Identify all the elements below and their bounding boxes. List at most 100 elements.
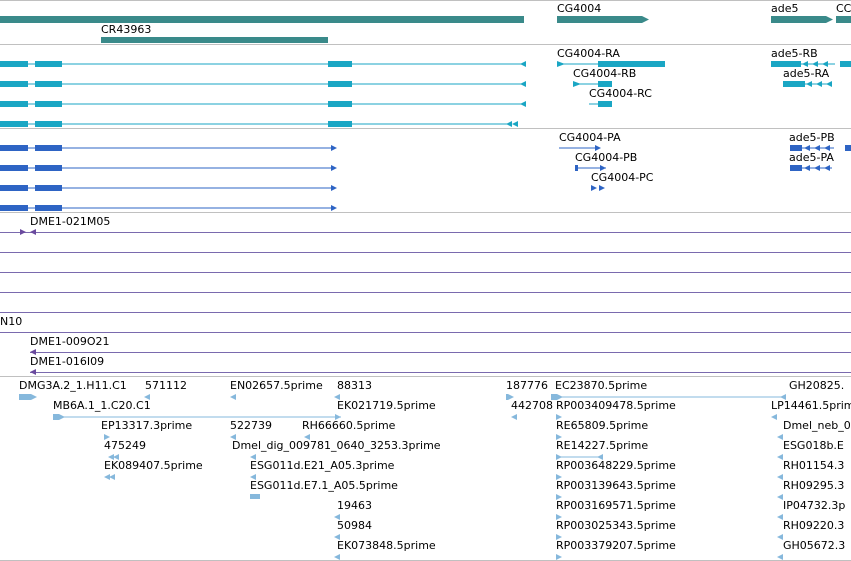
- gene-span-cg4004[interactable]: [557, 16, 649, 23]
- clone-label-016i09[interactable]: DME1-016I09: [30, 355, 105, 368]
- est-label[interactable]: RH66660.5prime: [302, 419, 396, 432]
- est-label[interactable]: 475249: [104, 439, 146, 452]
- clone-label-021m05[interactable]: DME1-021M05: [30, 215, 111, 228]
- est-label[interactable]: 522739: [230, 419, 272, 432]
- protein-label-cg4004-pa[interactable]: CG4004-PA: [559, 131, 621, 144]
- est-label[interactable]: 19463: [337, 499, 372, 512]
- est-glyph[interactable]: [556, 434, 562, 440]
- est-glyph[interactable]: [334, 554, 340, 560]
- est-label[interactable]: ESG011d.E21_A05.3prime: [250, 459, 395, 472]
- est-label[interactable]: EK073848.5prime: [337, 539, 436, 552]
- transcript-label-ade5-ra[interactable]: ade5-RA: [783, 67, 830, 80]
- est-label[interactable]: RH09220.3: [783, 519, 845, 532]
- protein-label-ade5-pa[interactable]: ade5-PA: [789, 151, 834, 164]
- transcript-label-ade5-rb[interactable]: ade5-RB: [771, 47, 818, 60]
- cds-cg4004-pa[interactable]: [559, 145, 601, 151]
- est-label[interactable]: LP14461.5prime: [771, 399, 851, 412]
- est-glyph[interactable]: [777, 454, 783, 460]
- cds-cg4004-pc[interactable]: [591, 185, 605, 191]
- transcript-row[interactable]: [0, 101, 526, 107]
- est-label[interactable]: 571112: [145, 379, 187, 392]
- est-glyph[interactable]: [511, 414, 517, 420]
- est-label[interactable]: ESG018b.E: [783, 439, 844, 452]
- est-label[interactable]: RP003139643.5prime: [556, 479, 676, 492]
- est-label[interactable]: IP04732.3p: [783, 499, 846, 512]
- transcript-cg4004-rb[interactable]: [573, 81, 612, 87]
- gene-span-ade5[interactable]: [771, 16, 833, 23]
- est-label[interactable]: EC23870.5prime: [555, 379, 648, 392]
- est-label[interactable]: RP003648229.5prime: [556, 459, 676, 472]
- gene-label-cr43963[interactable]: CR43963: [101, 23, 152, 36]
- transcript-cg4004-ra[interactable]: [557, 61, 665, 67]
- transcript-cg4004-rc[interactable]: [589, 101, 612, 107]
- est-label[interactable]: DMG3A.2_1.H11.C1: [19, 379, 127, 392]
- est-label[interactable]: 88313: [337, 379, 372, 392]
- est-label[interactable]: EK021719.5prime: [337, 399, 436, 412]
- est-glyph[interactable]: [777, 534, 783, 540]
- cds-row[interactable]: [0, 185, 337, 191]
- gene-label-ade5[interactable]: ade5: [771, 2, 799, 15]
- est-glyph[interactable]: [551, 394, 786, 400]
- est-label[interactable]: RP003379207.5prime: [556, 539, 676, 552]
- est-glyph[interactable]: [334, 514, 340, 520]
- est-glyph[interactable]: [777, 434, 783, 440]
- est-glyph[interactable]: [230, 434, 236, 440]
- est-label[interactable]: 187776: [506, 379, 548, 392]
- est-label[interactable]: RP003025343.5prime: [556, 519, 676, 532]
- est-glyph[interactable]: [304, 434, 310, 440]
- transcript-label-cg4004-rc[interactable]: CG4004-RC: [589, 87, 652, 100]
- est-label[interactable]: GH20825.: [789, 379, 845, 392]
- est-glyph[interactable]: [334, 394, 340, 400]
- est-glyph[interactable]: [250, 494, 260, 499]
- gene-span[interactable]: [0, 16, 524, 23]
- est-label[interactable]: Dmel_dig_009781_0640_3253.3prime: [232, 439, 441, 452]
- est-label[interactable]: Dmel_neb_0: [783, 419, 851, 432]
- est-label[interactable]: 442708: [511, 399, 553, 412]
- est-glyph[interactable]: [108, 454, 119, 460]
- est-label[interactable]: EN02657.5prime: [230, 379, 323, 392]
- protein-label-cg4004-pc[interactable]: CG4004-PC: [591, 171, 654, 184]
- est-glyph[interactable]: [250, 474, 256, 480]
- protein-label-ade5-pb[interactable]: ade5-PB: [789, 131, 835, 144]
- est-label[interactable]: RE14227.5prime: [556, 439, 649, 452]
- est-glyph[interactable]: [777, 474, 783, 480]
- clone-label-n10[interactable]: N10: [0, 315, 23, 328]
- est-glyph[interactable]: [556, 514, 562, 520]
- est-glyph[interactable]: [556, 414, 562, 420]
- gene-label-cut[interactable]: CC: [836, 2, 851, 15]
- transcript-row[interactable]: [0, 121, 518, 127]
- est-glyph[interactable]: [104, 434, 110, 440]
- cds-ade5-pa[interactable]: [790, 165, 832, 171]
- transcript-ade5-ra[interactable]: [783, 81, 832, 87]
- gene-span-cut[interactable]: [836, 16, 851, 23]
- est-glyph[interactable]: [250, 454, 256, 460]
- est-glyph[interactable]: [556, 494, 562, 500]
- est-glyph[interactable]: [53, 414, 341, 420]
- est-glyph[interactable]: [144, 394, 150, 400]
- est-glyph[interactable]: [506, 394, 514, 400]
- est-glyph[interactable]: [334, 534, 340, 540]
- est-glyph[interactable]: [771, 414, 777, 420]
- est-glyph[interactable]: [556, 454, 603, 460]
- cds-row[interactable]: [0, 165, 337, 171]
- est-label[interactable]: RE65809.5prime: [556, 419, 649, 432]
- est-glyph[interactable]: [777, 514, 783, 520]
- est-glyph[interactable]: [777, 494, 783, 500]
- est-label[interactable]: GH05672.3: [783, 539, 846, 552]
- cds-cg4004-pb[interactable]: [575, 165, 606, 171]
- est-label[interactable]: RP003169571.5prime: [556, 499, 676, 512]
- est-label[interactable]: MB6A.1_1.C20.C1: [53, 399, 151, 412]
- est-glyph[interactable]: [104, 474, 115, 480]
- est-glyph[interactable]: [230, 394, 236, 400]
- est-glyph[interactable]: [556, 554, 562, 560]
- est-label[interactable]: RH01154.3: [783, 459, 845, 472]
- est-glyph[interactable]: [777, 554, 783, 560]
- gene-span-cr43963[interactable]: [101, 37, 328, 43]
- cds-ade5-pb[interactable]: [790, 145, 851, 151]
- est-label[interactable]: RH09295.3: [783, 479, 845, 492]
- clone-label-009o21[interactable]: DME1-009O21: [30, 335, 110, 348]
- est-label[interactable]: EK089407.5prime: [104, 459, 203, 472]
- est-label[interactable]: EP13317.3prime: [101, 419, 193, 432]
- transcript-label-cg4004-ra[interactable]: CG4004-RA: [557, 47, 620, 60]
- transcript-row[interactable]: [0, 81, 526, 87]
